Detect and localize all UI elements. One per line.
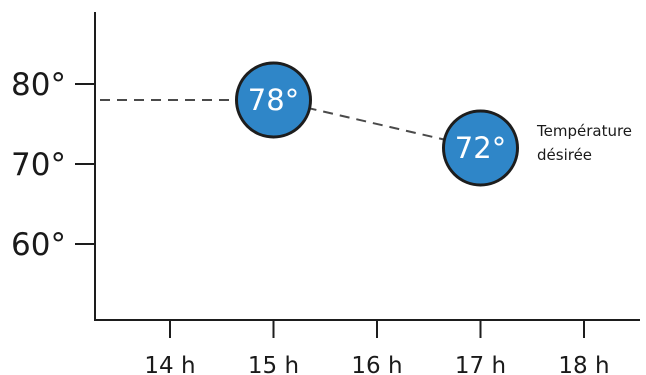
x-tick-label: 17 h	[455, 353, 506, 375]
x-tick-label: 14 h	[144, 353, 195, 375]
data-point: 72°	[442, 109, 519, 187]
y-tick-label: 60°	[11, 227, 66, 263]
y-tick-label: 70°	[11, 147, 66, 183]
x-tick-label: 15 h	[248, 353, 299, 375]
data-point-bubble	[442, 109, 519, 187]
data-points: 78° 72°	[235, 61, 519, 187]
annotation-line-1: Température	[536, 122, 632, 140]
data-point-bubble	[235, 61, 312, 139]
y-tick-label: 80°	[11, 67, 66, 103]
data-point-label: 72°	[455, 131, 506, 165]
annotation-line-2: désirée	[537, 146, 592, 164]
x-tick-label: 16 h	[351, 353, 402, 375]
x-tick-label: 18 h	[558, 353, 609, 375]
data-point-label: 78°	[248, 83, 299, 117]
annotation: Température désirée	[536, 122, 632, 164]
tick-labels: 14 h 15 h 16 h 17 h 18 h 60° 70° 80°	[11, 67, 610, 375]
axes	[94, 12, 640, 321]
data-point: 78°	[235, 61, 312, 139]
tick-marks	[75, 83, 585, 338]
